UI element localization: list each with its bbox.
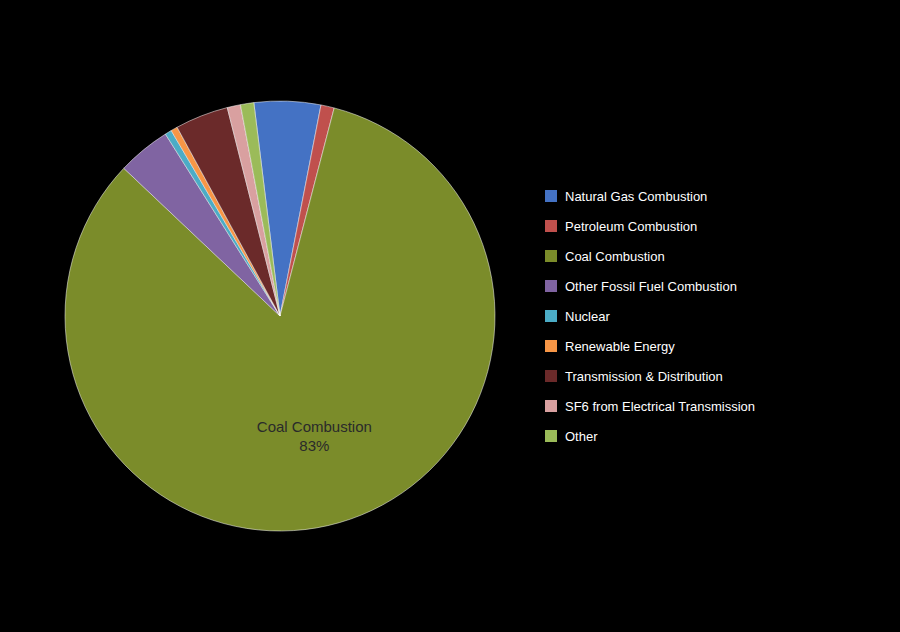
legend-swatch (545, 340, 557, 352)
legend-label: SF6 from Electrical Transmission (565, 399, 755, 414)
legend-label: Petroleum Combustion (565, 219, 697, 234)
slice-labels: Coal Combustion 83% (257, 418, 372, 454)
legend-label: Other Fossil Fuel Combustion (565, 279, 737, 294)
slice-label-name: Coal Combustion (257, 418, 372, 435)
legend-swatch (545, 250, 557, 262)
legend-swatch (545, 190, 557, 202)
chart-svg: Coal Combustion 83% Natural Gas Combustion… (0, 0, 900, 632)
pie-slice (240, 103, 280, 316)
legend-label: Other (565, 429, 598, 444)
legend-swatch (545, 310, 557, 322)
legend-swatch (545, 280, 557, 292)
slice-label-value: 83% (299, 437, 329, 454)
legend-label: Nuclear (565, 309, 610, 324)
legend-swatch (545, 220, 557, 232)
legend-swatch (545, 370, 557, 382)
pie-slice (65, 108, 495, 531)
legend-swatch (545, 400, 557, 412)
legend-swatch (545, 430, 557, 442)
background (0, 0, 900, 632)
chart-container: Coal Combustion 83% Natural Gas Combustion… (0, 0, 900, 632)
slices (65, 101, 495, 531)
legend-label: Coal Combustion (565, 249, 665, 264)
legend-label: Natural Gas Combustion (565, 189, 707, 204)
legend-label: Transmission & Distribution (565, 369, 723, 384)
legend-label: Renewable Energy (565, 339, 675, 354)
legend: Natural Gas Combustion Petroleum Combusti… (545, 189, 755, 444)
